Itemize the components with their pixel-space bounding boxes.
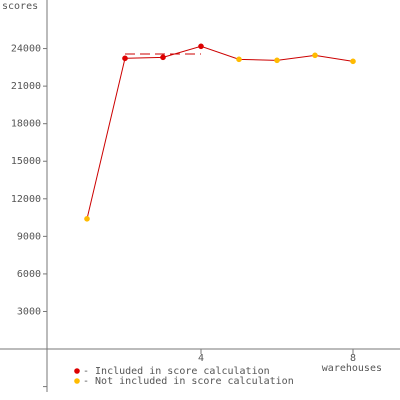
x-tick-label: 4 xyxy=(198,353,204,364)
legend-marker xyxy=(74,368,80,374)
data-point xyxy=(274,57,280,64)
y-tick-label: 24000 xyxy=(11,44,41,55)
legend-label: - Included in score calculation xyxy=(83,366,270,377)
y-tick-label: 15000 xyxy=(11,156,41,167)
legend-marker xyxy=(74,378,80,384)
data-point xyxy=(160,54,166,61)
score-line-series xyxy=(86,45,354,219)
y-tick-label: 21000 xyxy=(11,81,41,92)
data-point xyxy=(84,216,90,222)
y-tick-label: 12000 xyxy=(11,194,41,205)
y-tick-label: 9000 xyxy=(17,231,41,242)
y-tick-label: 18000 xyxy=(11,119,41,130)
data-point xyxy=(236,56,242,63)
x-tick-label: 8 xyxy=(350,353,356,364)
legend-label: - Not included in score calculation xyxy=(83,376,294,387)
x-axis-label: warehouses xyxy=(322,363,382,374)
data-point xyxy=(198,43,204,50)
y-tick-label: 6000 xyxy=(17,269,41,280)
data-point xyxy=(122,55,128,62)
data-point xyxy=(312,52,318,59)
y-axis-label: scores xyxy=(2,1,38,12)
data-point xyxy=(350,58,356,65)
y-tick-label: 3000 xyxy=(17,306,41,317)
